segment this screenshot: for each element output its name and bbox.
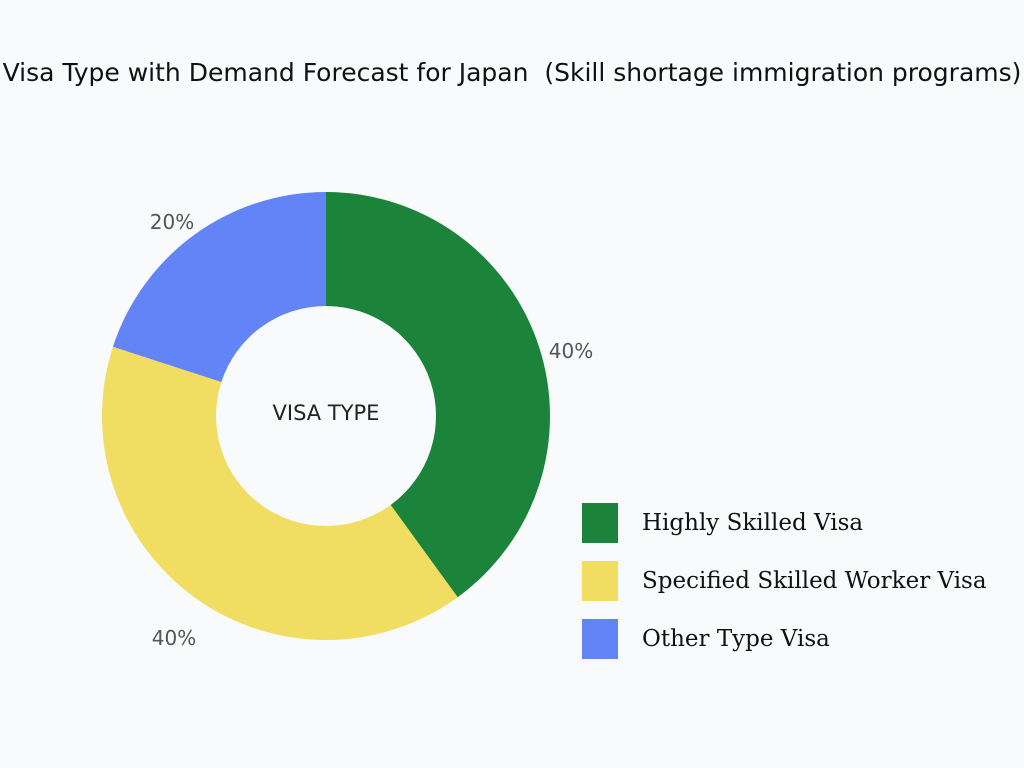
legend-swatch <box>582 561 618 601</box>
chart-title: Visa Type with Demand Forecast for Japan… <box>2 58 1022 87</box>
legend-item-highly-skilled: Highly Skilled Visa <box>582 503 987 543</box>
donut-slice-1 <box>101 346 458 640</box>
slice-value-label-0: 40% <box>549 339 593 363</box>
slice-labels: 40% 40% 20% <box>150 210 593 650</box>
legend-label: Specified Skilled Worker Visa <box>642 568 987 594</box>
slice-value-label-2: 20% <box>150 210 194 234</box>
legend-item-specified-skilled: Specified Skilled Worker Visa <box>582 561 987 601</box>
legend-label: Other Type Visa <box>642 626 830 652</box>
legend-item-other-type: Other Type Visa <box>582 619 987 659</box>
legend-swatch <box>582 619 618 659</box>
legend-label: Highly Skilled Visa <box>642 510 864 536</box>
legend-swatch <box>582 503 618 543</box>
center-label: VISA TYPE <box>273 401 380 425</box>
slice-value-label-1: 40% <box>152 626 196 650</box>
donut-slices <box>101 192 551 640</box>
donut-slice-2 <box>112 192 326 383</box>
donut-slice-0 <box>326 192 551 598</box>
legend: Highly Skilled Visa Specified Skilled Wo… <box>582 503 987 677</box>
